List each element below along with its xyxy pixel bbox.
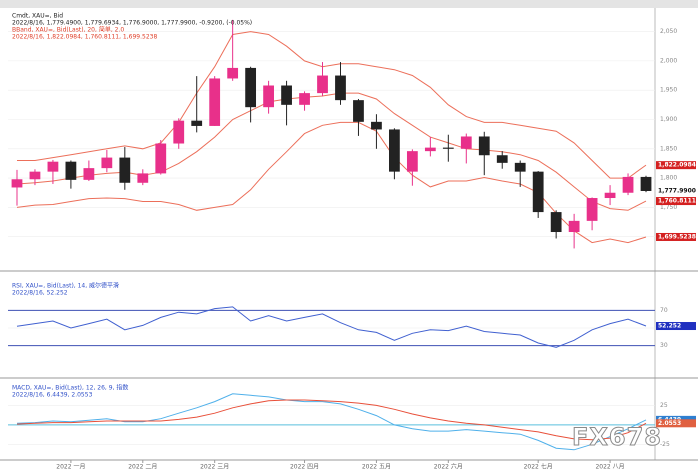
value-tag [656,186,696,195]
candle-body [604,192,616,199]
candle-body [209,78,221,126]
x-tick-label: 2022 四月 [290,464,319,471]
x-tick-label: 2022 二月 [128,464,157,471]
legend-text: Cmdt, XAU=, Bid [12,13,63,20]
value-tag [656,197,696,206]
legend-text: 2022/8/16, 1,822.0984, 1,760.8111, 1,699… [12,34,157,41]
candle-body [29,171,41,180]
y-tick-label: 25 [660,402,668,409]
legend-text: BBand, XAU=, Bid(Last), 20, 简单, 2.0 [12,26,124,34]
candle-body [622,176,634,193]
y-tick-label: 1,850 [660,145,677,152]
candle-body [11,179,23,188]
candle-body [640,176,652,191]
value-tag-label: 52.252 [658,323,681,330]
y-tick-label: 1,750 [660,204,677,211]
candle-body [119,157,131,183]
candle-body [299,93,310,105]
x-tick-label: 2022 三月 [200,464,229,471]
x-tick-label: 2022 一月 [56,464,85,471]
candle-body [335,75,346,101]
candle-body [263,85,274,108]
candle-body [550,212,562,233]
candle-body [245,67,257,108]
value-tag-label: 1,760.8111 [658,198,696,205]
candle-body [496,155,508,163]
value-tag-label: 1,777.9900 [658,187,696,194]
candle-body [424,147,436,152]
candle-body [478,136,490,156]
candle-body [101,157,113,169]
y-tick-label: 1,800 [660,175,677,182]
x-tick-label: 2022 八月 [595,464,624,471]
candle-body [317,75,328,94]
y-tick-label: 2,000 [660,57,677,64]
candle-body [191,120,203,126]
series-line [16,306,647,348]
watermark: FX678 [572,423,662,451]
candle-body [532,171,544,213]
legend-text: 2022/8/16, 6.4439, 2.0553 [12,392,93,399]
candle-body [460,136,472,149]
value-tag-label: 2.0553 [658,420,681,427]
legend-text: MACD, XAU=, Bid(Last), 12, 26, 9, 指数 [12,384,128,392]
value-tag-label: 1,822.0984 [658,162,696,169]
value-tag [656,232,696,241]
candle-body [442,147,454,149]
series-line [16,399,647,441]
value-tag-label: 1,699.5238 [658,233,696,240]
x-tick-label: 2022 七月 [524,463,553,471]
candle-body [353,100,364,122]
series-line [17,31,647,179]
x-tick-label: 2022 六月 [434,463,463,471]
y-tick-label: 1,950 [660,87,677,94]
candle-body [83,168,95,180]
value-tag [656,161,696,170]
y-tick-label: 30 [660,342,668,349]
candle-body [371,121,382,130]
value-tag [656,322,696,331]
legend-text: 2022/8/16, 52.252 [12,290,68,297]
y-tick-label: 2,050 [660,28,677,35]
candle-body [389,129,400,172]
candle-body [47,161,59,172]
candle-body [65,161,77,180]
y-tick-label: 70 [660,307,668,314]
candle-body [227,67,239,79]
legend-text: RSI, XAU=, Bid(Last), 14, 威尔德平滑 [12,282,119,290]
candle-body [568,220,580,233]
value-tag [656,419,696,428]
candle-body [281,85,292,105]
candle-body [155,143,167,174]
candle-body [137,173,149,183]
candle-body [514,162,526,172]
x-tick-label: 2022 五月 [362,464,391,471]
top-bar [0,0,698,8]
candle-body [586,198,598,221]
candle-body [406,151,418,172]
y-tick-label: -25 [660,441,670,448]
candle-body [173,120,185,144]
y-tick-label: 1,900 [660,116,677,123]
legend-text: 2022/8/16, 1,779.4900, 1,779.6934, 1,776… [12,20,252,27]
